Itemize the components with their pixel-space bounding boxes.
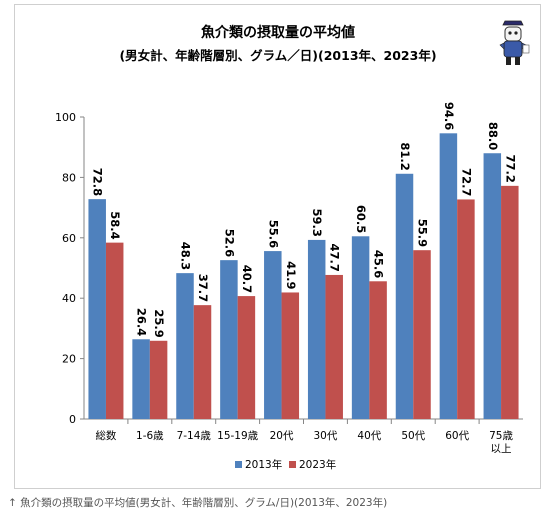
x-category-label: 15-19歳 bbox=[217, 430, 259, 442]
x-category-label: 総数 bbox=[95, 429, 116, 442]
bar-value-label: 55.9 bbox=[416, 219, 430, 247]
y-tick-label: 60 bbox=[62, 232, 76, 245]
bar-2013 bbox=[483, 153, 502, 420]
bar-value-label: 88.0 bbox=[486, 122, 500, 150]
y-tick-label: 0 bbox=[69, 413, 76, 426]
x-category-label: 60代 bbox=[445, 430, 469, 442]
bar-value-label: 81.2 bbox=[398, 142, 412, 170]
x-category-label: 1-6歳 bbox=[136, 430, 164, 442]
bar-chart: 魚介類の摂取量の平均値 (男女計、年齢階層別、グラム／日)(2013年、2023年… bbox=[55, 20, 530, 471]
chart-subtitle: (男女計、年齢階層別、グラム／日)(2013年、2023年) bbox=[119, 48, 436, 63]
bar-2023 bbox=[193, 305, 212, 419]
x-category-label: 30代 bbox=[314, 430, 338, 442]
x-category-label: 50代 bbox=[401, 430, 425, 442]
bar-value-label: 48.3 bbox=[179, 242, 193, 270]
chart-title: 魚介類の摂取量の平均値 bbox=[201, 24, 355, 41]
bar-value-label: 45.6 bbox=[372, 250, 386, 278]
legend-label: 2013年 bbox=[245, 458, 282, 471]
bar-2013 bbox=[307, 239, 326, 419]
x-category-label: 75歳 bbox=[489, 430, 513, 442]
bar-value-label: 72.7 bbox=[459, 168, 473, 196]
bar-2023 bbox=[369, 281, 387, 419]
x-category-label: 以上 bbox=[491, 443, 512, 455]
bar-2013 bbox=[395, 173, 414, 419]
mascot-image bbox=[499, 20, 530, 65]
bar-value-label: 77.2 bbox=[503, 154, 517, 182]
legend-swatch bbox=[289, 461, 296, 468]
bar-value-label: 25.9 bbox=[152, 309, 166, 337]
bar-2013 bbox=[351, 236, 370, 419]
bar-value-label: 52.6 bbox=[222, 229, 236, 257]
bar-value-label: 72.8 bbox=[91, 168, 105, 196]
bar-2023 bbox=[325, 274, 343, 419]
bar-2023 bbox=[457, 199, 475, 419]
bar-2013 bbox=[264, 251, 282, 419]
x-category-label: 40代 bbox=[357, 430, 381, 442]
bar-2013 bbox=[176, 273, 194, 419]
legend-label: 2023年 bbox=[299, 458, 336, 471]
y-tick-label: 40 bbox=[62, 292, 76, 305]
bar-2013 bbox=[88, 199, 106, 419]
figure-caption: ↑ 魚介類の摂取量の平均値(男女計、年齢階層別、グラム/日)(2013年、202… bbox=[8, 497, 388, 509]
bar-2013 bbox=[220, 260, 238, 419]
bar-2023 bbox=[281, 292, 300, 419]
x-category-label: 20代 bbox=[270, 430, 294, 442]
chart-container: 魚介類の摂取量の平均値 (男女計、年齢階層別、グラム／日)(2013年、2023年… bbox=[14, 4, 541, 489]
bar-value-label: 41.9 bbox=[284, 261, 298, 289]
bar-value-label: 55.6 bbox=[266, 220, 280, 248]
x-category-label: 7-14歳 bbox=[177, 430, 212, 442]
bar-2023 bbox=[501, 185, 519, 419]
y-tick-label: 20 bbox=[62, 353, 76, 366]
bar-value-label: 37.7 bbox=[196, 274, 210, 302]
legend-swatch bbox=[235, 461, 242, 468]
bar-value-label: 94.6 bbox=[442, 102, 456, 130]
bar-value-label: 59.3 bbox=[310, 209, 324, 237]
bar-value-label: 60.5 bbox=[354, 205, 368, 233]
bar-2013 bbox=[132, 339, 150, 419]
y-tick-label: 100 bbox=[55, 111, 76, 124]
bar-2023 bbox=[237, 296, 256, 419]
bar-value-label: 47.7 bbox=[328, 244, 342, 272]
bar-value-label: 26.4 bbox=[135, 308, 149, 336]
y-tick-label: 80 bbox=[62, 171, 76, 184]
bar-value-label: 40.7 bbox=[240, 265, 254, 293]
bar-2023 bbox=[149, 340, 168, 419]
bar-value-label: 58.4 bbox=[108, 211, 122, 239]
bar-2023 bbox=[413, 250, 431, 419]
bar-2013 bbox=[439, 133, 458, 420]
bar-2023 bbox=[105, 242, 124, 419]
